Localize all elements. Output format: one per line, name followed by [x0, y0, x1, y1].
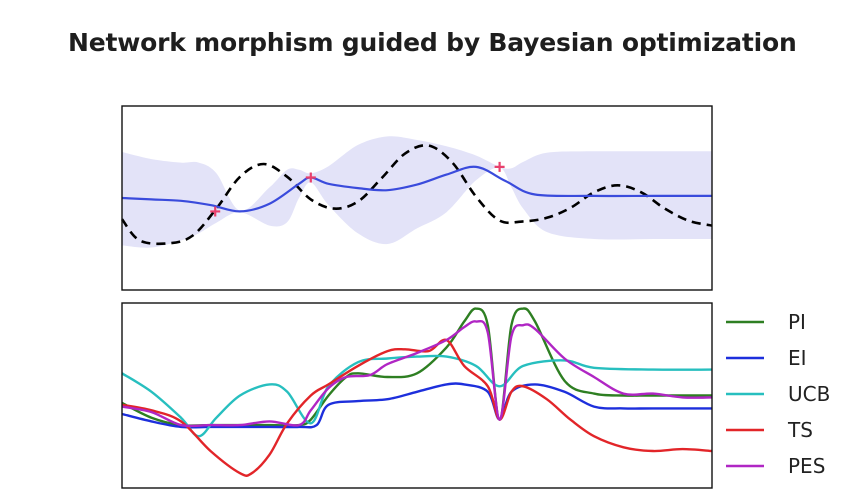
series-line-ei: [121, 382, 712, 429]
legend-label-pes: PES: [788, 454, 825, 478]
acquisition-panel-frame: [121, 302, 713, 489]
acquisition-series: [121, 307, 713, 477]
series-line-pes: [121, 319, 713, 428]
legend-label-ts: TS: [787, 418, 813, 442]
posterior-mean-line: [121, 165, 712, 213]
gp-posterior-panel: [120, 105, 713, 291]
acquisition-panel: [121, 302, 713, 489]
observation-marker: [210, 206, 221, 217]
observation-marker: [305, 172, 316, 183]
series-line-ts: [121, 338, 713, 477]
slide-title: Network morphism guided by Bayesian opti…: [68, 28, 797, 57]
confidence-band: [122, 136, 712, 248]
series-line-ucb: [121, 354, 713, 438]
legend-label-ucb: UCB: [788, 382, 830, 406]
legend-label-pi: PI: [788, 310, 806, 334]
gp-panel-frame: [121, 105, 713, 291]
legend: PI EI UCB TS PES: [726, 310, 830, 478]
observation-marker: [494, 161, 505, 172]
legend-label-ei: EI: [788, 346, 807, 370]
observation-markers: [210, 161, 505, 217]
